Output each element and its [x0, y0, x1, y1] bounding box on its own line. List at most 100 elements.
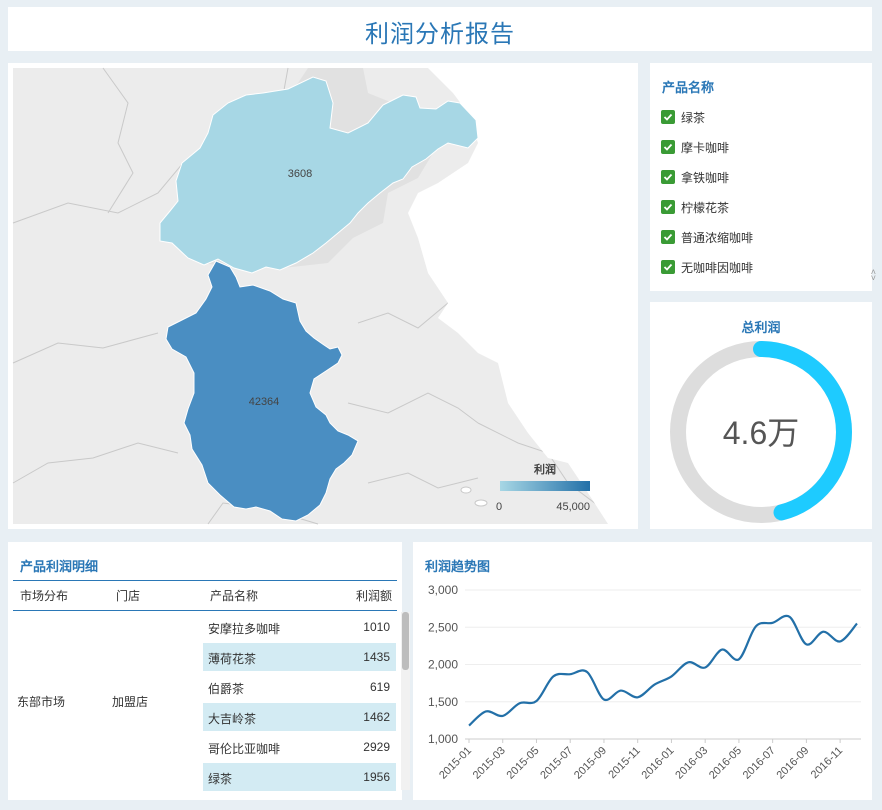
data-point[interactable] — [530, 695, 542, 707]
sea-area — [408, 68, 633, 524]
table-scrollbar[interactable] — [401, 612, 410, 790]
table-cell-product: 绿茶 — [208, 772, 233, 786]
filter-item[interactable]: 无咖啡因咖啡 — [661, 259, 753, 275]
total-profit-panel: 总利润 4.6万 — [650, 302, 872, 529]
data-point[interactable] — [817, 626, 829, 638]
table-header-product[interactable]: 产品名称 — [210, 589, 259, 603]
x-tick-label: 2015-03 — [471, 745, 508, 782]
table-row[interactable]: 薄荷花茶 1435 — [203, 643, 396, 671]
table-cell-product: 大吉岭茶 — [208, 712, 257, 726]
table-cell-market: 东部市场 — [17, 695, 66, 709]
filter-item[interactable]: 摩卡咖啡 — [661, 139, 729, 155]
map-region-shandong[interactable] — [159, 76, 479, 274]
data-point[interactable] — [665, 670, 677, 682]
table-row[interactable]: 伯爵茶 619 — [203, 673, 396, 701]
data-point[interactable] — [581, 666, 593, 678]
profit-trend-title: 利润趋势图 — [425, 559, 491, 574]
title-panel: 利润分析报告 — [8, 7, 872, 51]
y-tick-label: 1,500 — [428, 695, 458, 709]
table-cell-profit: 1010 — [363, 620, 390, 634]
checkbox-checked-icon[interactable] — [661, 260, 675, 274]
profit-trend-panel: 利润趋势图 1,000 1,500 2,000 2,500 3,000 2015-01 20… — [413, 542, 872, 800]
table-cell-profit: 1956 — [363, 770, 390, 784]
ring-fill — [670, 341, 852, 523]
data-point[interactable] — [699, 661, 711, 673]
map-label-shandong: 3608 — [288, 168, 312, 180]
checkbox-checked-icon[interactable] — [661, 140, 675, 154]
table-row[interactable]: 哥伦比亚咖啡 2929 — [203, 733, 396, 761]
filter-item-label: 柠檬花茶 — [681, 200, 730, 215]
y-tick-label: 2,000 — [428, 658, 458, 672]
total-profit-ring: 4.6万 — [670, 341, 852, 523]
total-profit-value: 4.6万 — [723, 415, 800, 451]
table-cell-store: 加盟店 — [112, 695, 149, 709]
table-cell-product: 哥伦比亚咖啡 — [208, 742, 281, 756]
map-panel: 3608 42364 利润 0 45,000 — [8, 63, 638, 529]
data-point[interactable] — [682, 656, 694, 668]
table-header-market[interactable]: 市场分布 — [20, 589, 69, 603]
data-point[interactable] — [463, 720, 475, 732]
filter-item-label: 普通浓缩咖啡 — [681, 230, 754, 245]
profit-trend-chart: 1,0001,5002,0002,5003,0002015-012015-032… — [428, 583, 863, 782]
checkbox-checked-icon[interactable] — [661, 200, 675, 214]
filter-item[interactable]: 柠檬花茶 — [661, 199, 729, 215]
data-point[interactable] — [767, 617, 779, 629]
page-title: 利润分析报告 — [365, 21, 515, 48]
checkbox-checked-icon[interactable] — [661, 170, 675, 184]
checkbox-checked-icon[interactable] — [661, 110, 675, 124]
filter-scroll-arrows[interactable]: ˄ ˅ — [870, 267, 876, 283]
data-point[interactable] — [615, 685, 627, 697]
x-tick-label: 2016-09 — [774, 745, 811, 782]
data-point[interactable] — [800, 638, 812, 650]
total-profit-title: 总利润 — [741, 320, 781, 335]
data-point[interactable] — [564, 668, 576, 680]
x-tick-label: 2016-01 — [640, 745, 677, 782]
product-filter-panel: 产品名称 绿茶 摩卡咖啡 拿铁咖啡 柠檬花茶 普通浓缩咖啡 无咖啡因咖啡 ˄ ˅ — [650, 63, 876, 291]
checkbox-checked-icon[interactable] — [661, 230, 675, 244]
data-point[interactable] — [497, 710, 509, 722]
x-tick-label: 2015-05 — [505, 745, 542, 782]
map-legend-min: 0 — [496, 501, 502, 513]
data-point[interactable] — [547, 670, 559, 682]
profit-detail-title: 产品利润明细 — [20, 559, 99, 574]
data-point[interactable] — [750, 621, 762, 633]
filter-item[interactable]: 普通浓缩咖啡 — [661, 229, 753, 245]
data-point[interactable] — [598, 694, 610, 706]
x-tick-label: 2015-09 — [572, 745, 609, 782]
data-point[interactable] — [851, 618, 863, 630]
map-region-anhui[interactable] — [165, 260, 359, 522]
data-point[interactable] — [733, 653, 745, 665]
data-point[interactable] — [784, 611, 796, 623]
data-point[interactable] — [480, 705, 492, 717]
data-point[interactable] — [834, 635, 846, 647]
filter-item-label: 绿茶 — [681, 110, 706, 125]
filter-item[interactable]: 拿铁咖啡 — [661, 169, 729, 185]
profit-detail-table-panel: 产品利润明细 市场分布 门店 产品名称 利润额 东部市场 加盟店 安摩拉多咖啡 1… — [8, 542, 410, 800]
y-tick-label: 1,000 — [428, 732, 458, 746]
data-point[interactable] — [632, 691, 644, 703]
table-top-rule — [13, 580, 397, 581]
map-svg: 3608 42364 利润 0 45,000 — [12, 67, 633, 525]
data-point[interactable] — [649, 679, 661, 691]
filter-item[interactable]: 绿茶 — [661, 109, 705, 125]
table-cell-profit: 1435 — [363, 650, 390, 664]
table-row[interactable]: 绿茶 1956 — [203, 763, 396, 791]
table-scrollbar-thumb[interactable] — [402, 612, 409, 670]
table-header-store[interactable]: 门店 — [116, 589, 141, 603]
y-tick-label: 2,500 — [428, 620, 458, 634]
map-legend-title: 利润 — [534, 462, 556, 476]
table-header-rule — [13, 610, 397, 611]
filter-item-label: 摩卡咖啡 — [681, 140, 730, 155]
data-point[interactable] — [514, 697, 526, 709]
map-legend-max: 45,000 — [556, 501, 590, 513]
x-tick-label: 2016-05 — [707, 745, 744, 782]
table-row[interactable]: 大吉岭茶 1462 — [203, 703, 396, 731]
series-line — [468, 614, 858, 727]
x-tick-label: 2015-01 — [437, 745, 474, 782]
table-header-profit[interactable]: 利润额 — [355, 589, 392, 603]
x-tick-label: 2016-07 — [741, 745, 778, 782]
map-label-anhui: 42364 — [249, 396, 280, 408]
table-cell-product: 安摩拉多咖啡 — [208, 622, 281, 636]
data-point[interactable] — [716, 644, 728, 656]
table-row[interactable]: 安摩拉多咖啡 1010 — [203, 613, 396, 641]
